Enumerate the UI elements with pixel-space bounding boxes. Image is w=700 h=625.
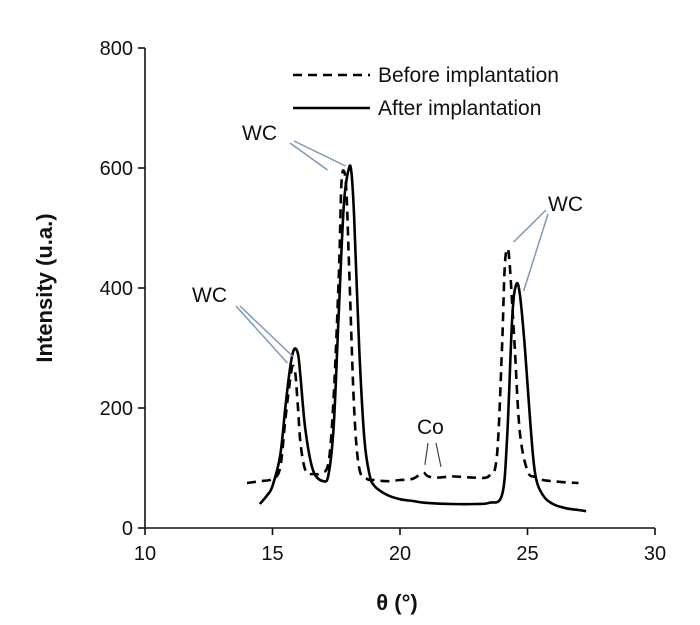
x-tick-label: 10	[134, 543, 156, 565]
x-tick-label: 30	[644, 543, 666, 565]
y-tick-label: 600	[100, 158, 133, 180]
plot-area: 0 200 400 600 800 10 15 20 25 30 WC WC Co WC	[100, 38, 667, 565]
annotation-pointer	[522, 213, 549, 292]
annotation-pointer	[239, 305, 294, 358]
legend: Before implantation After implantation	[293, 64, 559, 120]
annotation-label: WC	[242, 122, 277, 145]
series-after-implantation	[258, 164, 587, 513]
annotation-pointer	[235, 305, 289, 364]
y-tick-label: 400	[100, 278, 133, 300]
x-axis-title: θ (°)	[376, 590, 417, 615]
x-tick-label: 20	[389, 543, 411, 565]
annotation-pointer	[424, 442, 429, 465]
annotation-pointer	[289, 142, 328, 171]
annotation-label: WC	[192, 284, 227, 307]
annotation-label: Co	[417, 416, 444, 439]
annotation-pointer	[435, 442, 442, 467]
legend-label-after: After implantation	[378, 97, 541, 120]
series-group	[246, 164, 587, 513]
y-tick-label: 0	[122, 518, 133, 540]
series-before-implantation	[246, 169, 579, 485]
y-axis-title: Intensity (u.a.)	[32, 213, 57, 362]
annotation-label: WC	[548, 193, 583, 216]
annotation-pointer	[513, 209, 547, 243]
annotation-pointer	[293, 140, 346, 167]
x-tick-label: 15	[261, 543, 283, 565]
tick-group: 0 200 400 600 800 10 15 20 25 30	[100, 38, 667, 565]
x-tick-label: 25	[516, 543, 538, 565]
y-tick-label: 200	[100, 398, 133, 420]
legend-label-before: Before implantation	[378, 64, 559, 87]
y-tick-label: 800	[100, 38, 133, 60]
annotation-group: WC WC Co WC	[192, 122, 583, 467]
